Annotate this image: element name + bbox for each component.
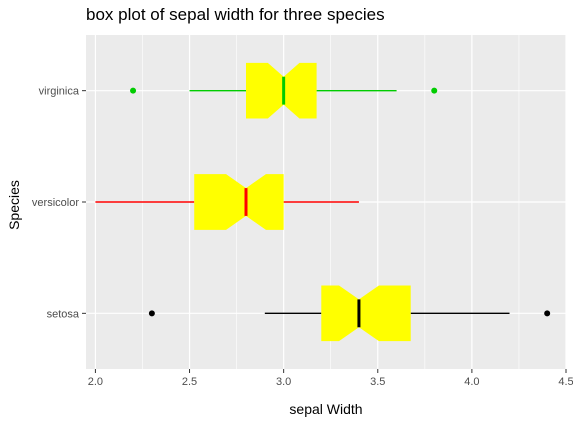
box-versicolor [194, 174, 284, 230]
box-virginica [246, 62, 317, 119]
axis-layer: 2.0 2.5 3.0 3.5 4.0 4.5 setosa versicolor virgin… [32, 86, 573, 388]
x-tick-label: 3.0 [276, 376, 291, 388]
y-tick-label: versicolor [32, 197, 79, 209]
box-setosa [321, 285, 411, 342]
y-tick-label: setosa [47, 308, 80, 320]
outlier-point-setosa [148, 310, 155, 317]
y-tick-label: virginica [39, 86, 80, 98]
x-tick-label: 4.0 [464, 376, 479, 388]
x-axis-label: sepal Width [289, 401, 362, 417]
x-tick-label: 3.5 [370, 376, 385, 388]
outlier-point-virginica [431, 87, 438, 94]
outlier-point-setosa [544, 310, 551, 317]
y-axis-label: Species [6, 180, 22, 230]
outlier-point-virginica [130, 87, 137, 94]
x-tick-label: 4.5 [558, 376, 573, 388]
chart-title: box plot of sepal width for three specie… [86, 5, 385, 24]
x-tick-label: 2.0 [88, 376, 103, 388]
x-tick-label: 2.5 [182, 376, 197, 388]
box-layer [95, 62, 551, 342]
